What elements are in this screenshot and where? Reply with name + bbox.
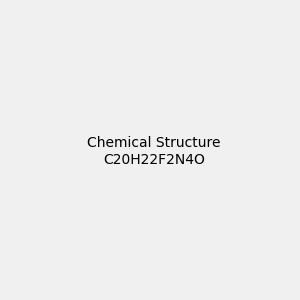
Text: Chemical Structure
C20H22F2N4O: Chemical Structure C20H22F2N4O [87,136,220,166]
